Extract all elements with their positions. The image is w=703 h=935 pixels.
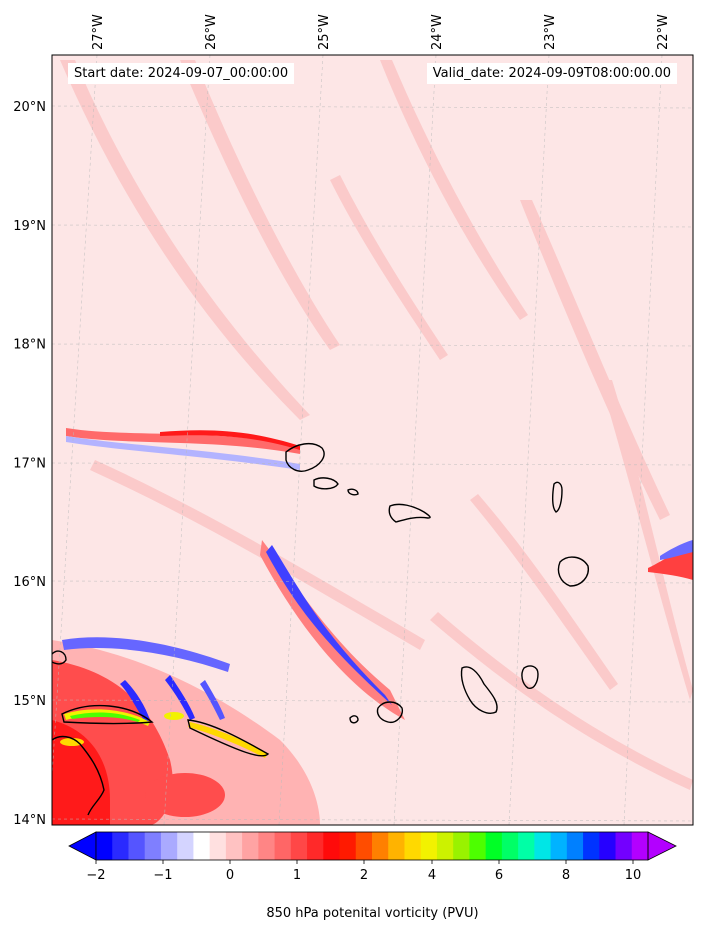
map-panel <box>52 55 693 825</box>
colorbar-extend-max <box>647 831 677 861</box>
pv-filament-yellow-mid <box>164 712 184 720</box>
colorbar-tick-label: 4 <box>428 868 436 883</box>
pv-band-diagonal-red <box>260 540 405 720</box>
island-maio <box>521 665 539 689</box>
colorbar-segment <box>274 832 292 860</box>
lon-tick-label: 24°W <box>430 14 445 50</box>
colorbar-tick-label: 8 <box>562 868 570 883</box>
colorbar-segment <box>631 832 649 860</box>
colorbar-segment <box>160 832 178 860</box>
island-santa-luzia <box>347 488 359 496</box>
island-santiago <box>460 666 498 714</box>
pv-band-north <box>66 428 300 454</box>
lat-tick-label: 14°N <box>13 813 46 828</box>
colorbar-segment <box>290 832 308 860</box>
coast-southwest-d <box>187 719 270 757</box>
colorbar-segment <box>242 832 259 860</box>
colorbar-segment <box>453 832 470 860</box>
colorbar-segment <box>518 832 535 860</box>
pv-band-north-blue <box>66 436 300 470</box>
colorbar-frame <box>95 831 649 861</box>
colorbar-segment <box>388 832 405 860</box>
lat-tick-label: 16°N <box>13 575 46 590</box>
pv-southwest-core <box>52 720 110 825</box>
coast-southwest-c <box>61 704 154 725</box>
colorbar-segment <box>96 832 113 860</box>
pv-band-north-core <box>160 430 300 450</box>
colorbar-segment <box>372 832 389 860</box>
lat-tick-label: 19°N <box>13 219 46 234</box>
colorbar-tick-label: 0 <box>226 868 234 883</box>
colorbar-segment <box>485 832 503 860</box>
colorbar-segment <box>307 832 324 860</box>
island-sal <box>551 481 563 513</box>
colorbar-segment <box>339 832 357 860</box>
lat-tick-label: 17°N <box>13 456 46 471</box>
island-coastlines <box>52 442 589 816</box>
island-santo-antao <box>285 442 325 472</box>
colorbar-segment <box>566 832 584 860</box>
map-frame <box>51 54 694 826</box>
pv-filament-yellow-far-west <box>60 738 84 746</box>
colorbar-segment <box>550 832 568 860</box>
colorbar-title: 850 hPa potenital vorticity (PVU) <box>266 906 479 921</box>
longitude-tick-labels: 27°W 26°W 25°W 24°W 23°W 22°W <box>91 14 671 50</box>
island-brava <box>349 715 359 724</box>
colorbar-segment <box>258 832 276 860</box>
colorbar-segment <box>501 832 519 860</box>
colorbar-segment <box>193 832 211 860</box>
pv-southwest-red-blob <box>145 773 225 817</box>
colorbar-segment <box>420 832 438 860</box>
island-sao-nicolau <box>388 503 431 523</box>
colorbar-segment <box>177 832 194 860</box>
colorbar-segment <box>404 832 422 860</box>
pv-southwest-blue-arc <box>62 637 230 672</box>
colorbar-tick-label: −2 <box>86 868 105 883</box>
colorbar-segment <box>355 832 373 860</box>
colorbar-segment <box>436 832 454 860</box>
island-sao-vicente <box>313 477 339 490</box>
colorbar-segment <box>144 832 162 860</box>
colorbar-segment <box>128 832 146 860</box>
colorbar-tick-label: −1 <box>153 868 172 883</box>
lon-tick-label: 25°W <box>317 14 332 50</box>
pv-field-light-streaks <box>60 60 693 790</box>
island-fogo <box>376 701 403 723</box>
lon-tick-label: 27°W <box>91 14 106 50</box>
pv-edge-feature-east-blue <box>660 540 693 560</box>
lat-tick-label: 15°N <box>13 694 46 709</box>
colorbar-segment <box>323 832 341 860</box>
colorbar-segment <box>534 832 552 860</box>
colorbar-segment <box>225 832 243 860</box>
coast-southwest-b <box>52 735 105 816</box>
colorbar-segment <box>209 832 227 860</box>
pv-filament-yellow-east <box>188 722 268 758</box>
lon-tick-label: 23°W <box>543 14 558 50</box>
colorbar-segment <box>112 832 129 860</box>
lon-tick-label: 22°W <box>656 14 671 50</box>
lat-tick-label: 18°N <box>13 338 46 353</box>
start-date-label: Start date: 2024-09-07_00:00:00 <box>68 63 295 84</box>
colorbar-tick-label: 2 <box>360 868 368 883</box>
lon-tick-label: 26°W <box>204 14 219 50</box>
pv-filament-green-west <box>70 712 140 722</box>
colorbar-tick-label: 10 <box>625 868 642 883</box>
colorbar: −2 −1 0 1 2 4 6 8 10 <box>68 831 677 883</box>
island-boa-vista <box>557 556 589 587</box>
latitude-tick-labels: 20°N 19°N 18°N 17°N 16°N 15°N 14°N <box>13 100 46 828</box>
valid-date-label: Valid_date: 2024-09-09T08:00:00.00 <box>426 63 677 84</box>
colorbar-tick-label: 6 <box>495 868 503 883</box>
colorbar-segment <box>615 832 633 860</box>
colorbar-tick-label: 1 <box>293 868 301 883</box>
map-gridlines <box>52 55 693 825</box>
colorbar-extend-min <box>68 831 97 861</box>
colorbar-segment <box>599 832 617 860</box>
coast-southwest-a <box>52 650 67 665</box>
lat-tick-label: 20°N <box>13 100 46 115</box>
colorbar-segment <box>583 832 600 860</box>
colorbar-segment <box>469 832 487 860</box>
pv-band-diagonal-blue <box>266 545 392 705</box>
